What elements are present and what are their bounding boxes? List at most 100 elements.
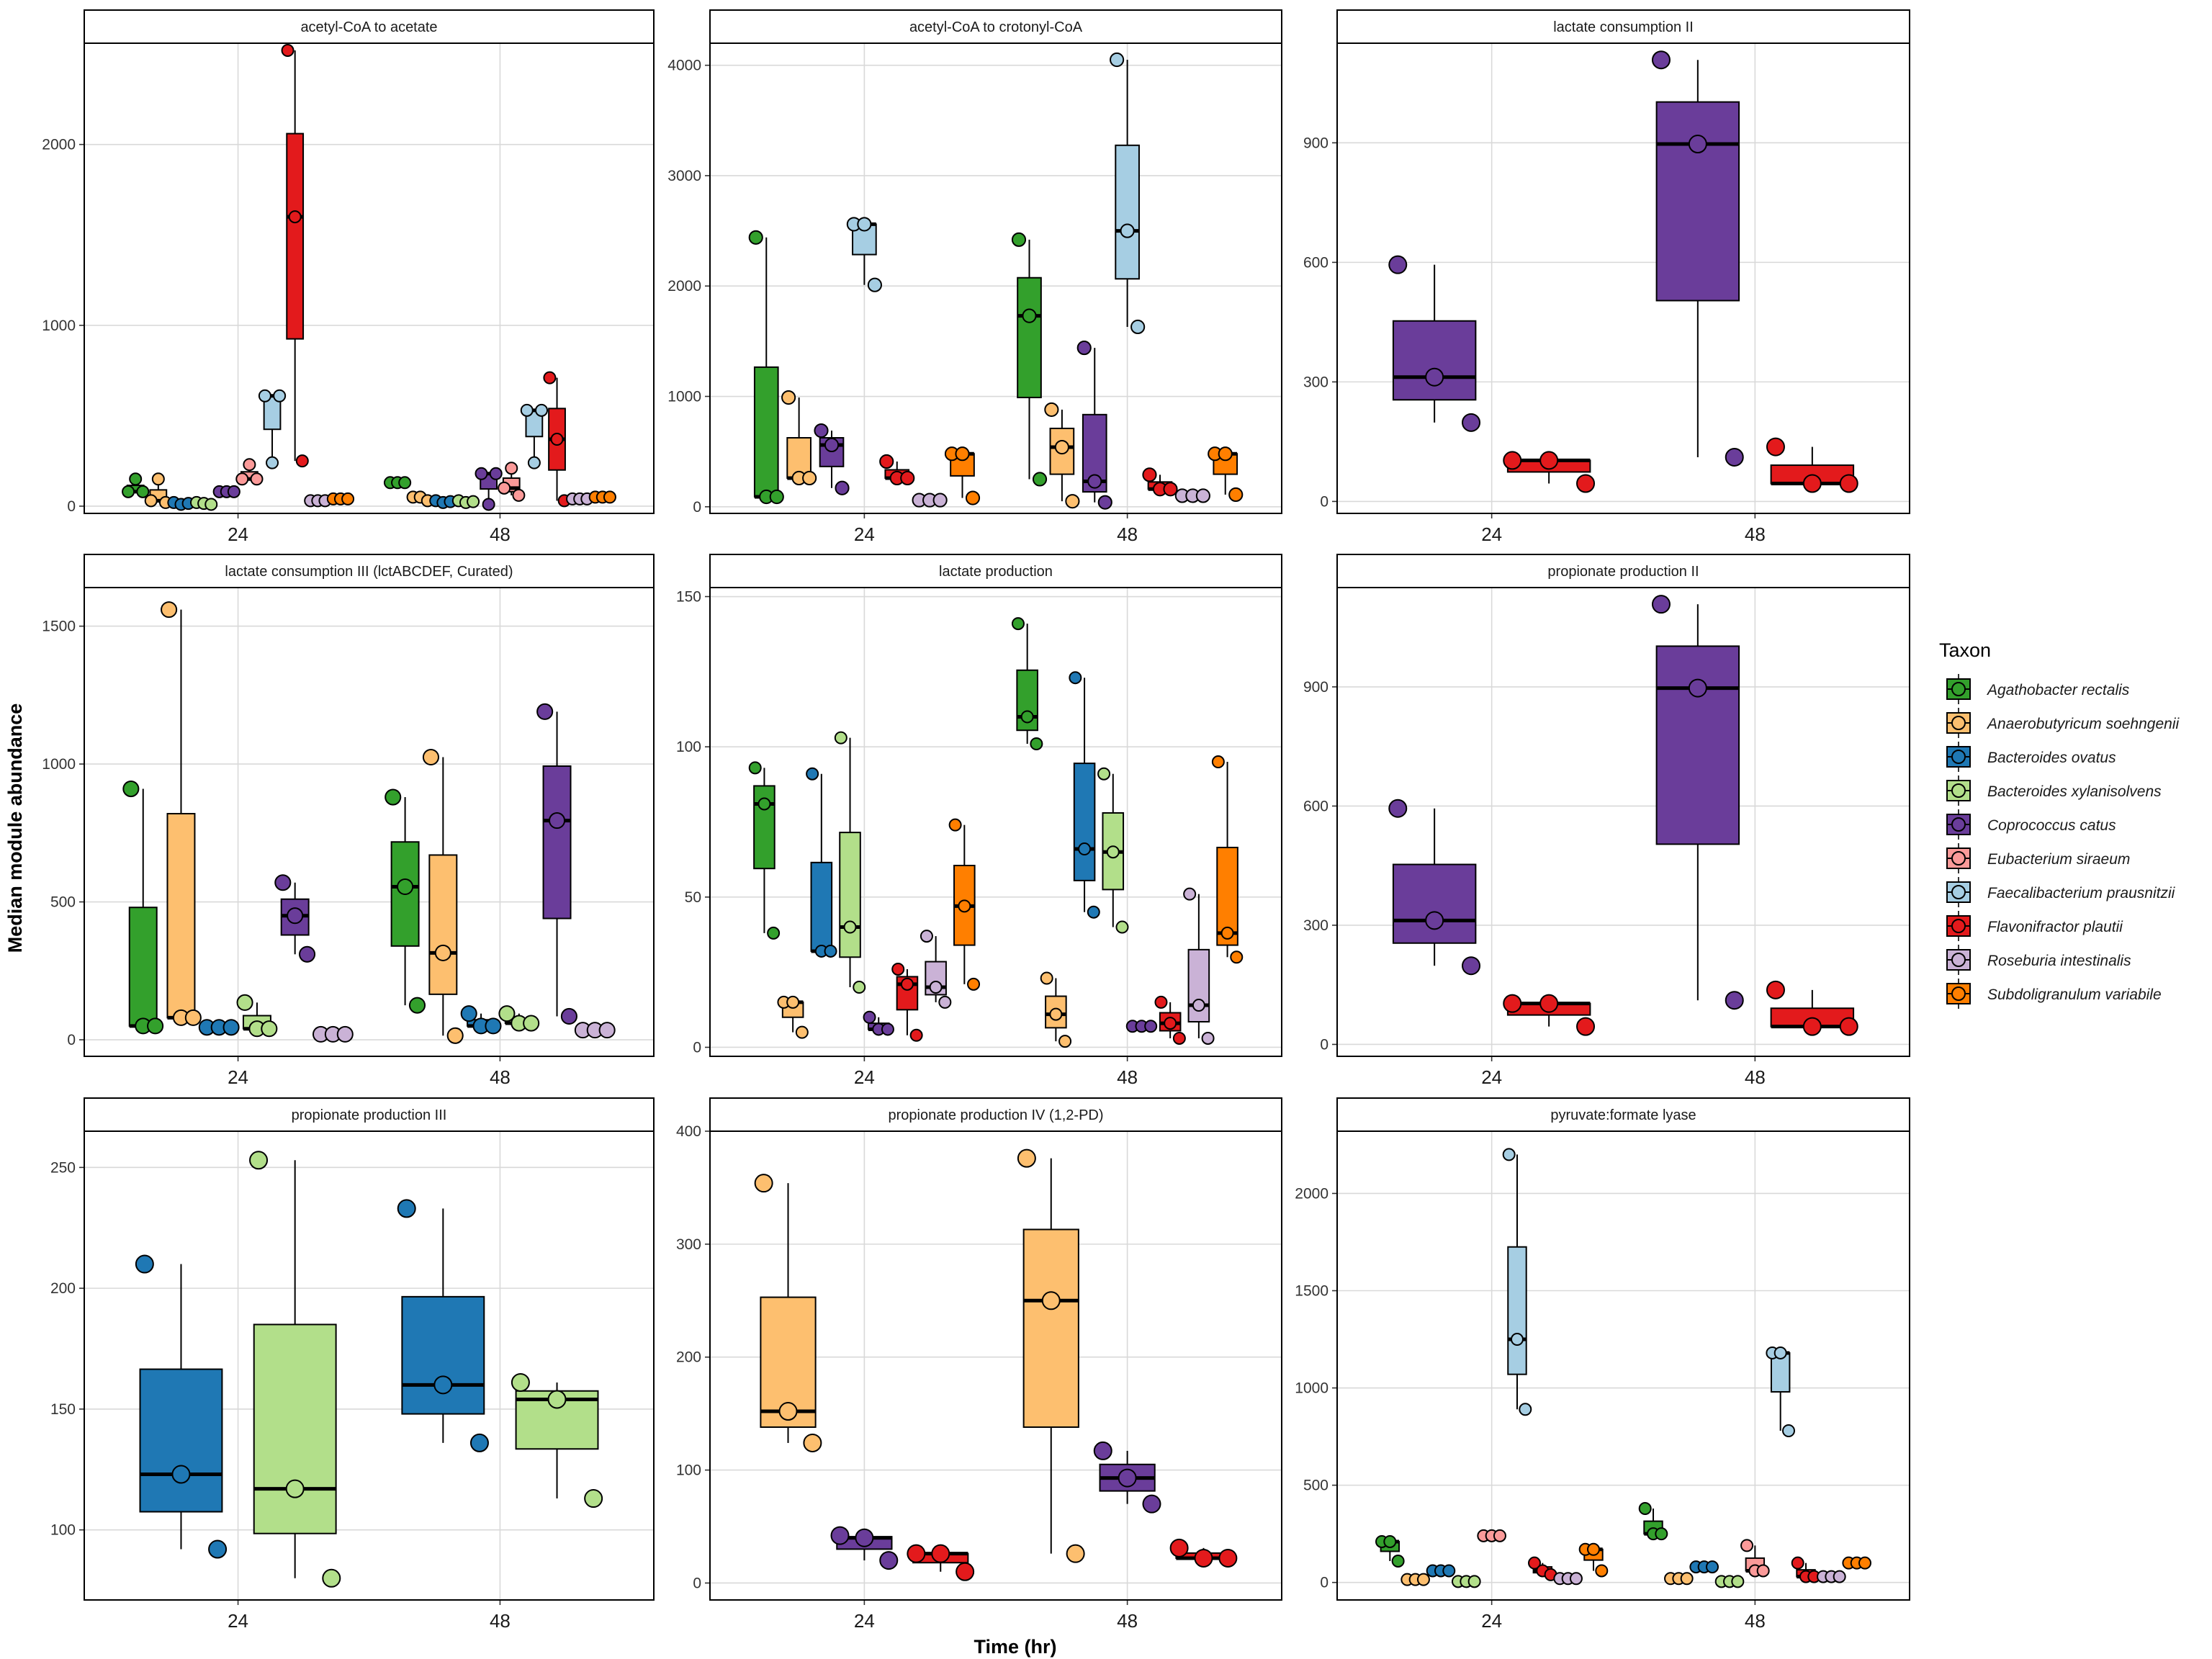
box-coprococcus-catus-24 — [274, 874, 316, 963]
legend-label: Flavonifractor plautii — [1987, 919, 2123, 935]
data-point — [281, 44, 295, 58]
box-faecalibacterium-prausnitzii-48 — [1110, 52, 1146, 335]
data-point — [274, 874, 292, 891]
x-tick-label: 24 — [854, 523, 875, 545]
data-point — [1106, 845, 1120, 859]
legend-item-roseburia-intestinalis: Roseburia intestinalis — [1946, 945, 2131, 975]
box-body — [428, 854, 458, 995]
legend-label: Eubacterium siraeum — [1987, 851, 2130, 868]
box-body — [1392, 320, 1477, 401]
x-tick-label: 24 — [854, 1066, 875, 1088]
box-agathobacter-rectalis-48 — [385, 788, 426, 1014]
data-point — [273, 389, 287, 403]
box-body — [253, 1323, 337, 1534]
data-point — [932, 493, 948, 508]
box-coprococcus-catus-48 — [536, 703, 577, 1025]
box-subdoligranulum-variabile-48 — [1842, 1556, 1871, 1570]
x-axis-title: Time (hr) — [974, 1636, 1056, 1658]
data-point — [1044, 402, 1059, 417]
data-point — [288, 210, 302, 224]
data-point — [1425, 367, 1444, 387]
box-subdoligranulum-variabile-48 — [1208, 446, 1244, 503]
box-bacteroides-xylanisolvens-48 — [451, 494, 480, 509]
y-tick-label: 1000 — [42, 756, 76, 773]
box-faecalibacterium-prausnitzii-24 — [846, 217, 882, 292]
box-body — [1392, 863, 1477, 944]
data-point — [550, 433, 564, 446]
data-point — [1705, 1560, 1719, 1574]
data-point — [560, 1007, 577, 1025]
box-flavonifractor-plautii-48 — [1154, 995, 1186, 1045]
box-agathobacter-rectalis-48 — [1011, 617, 1043, 750]
data-point — [243, 458, 256, 472]
legend-label: Faecalibacterium prausnitzii — [1987, 885, 2176, 902]
x-tick-label: 48 — [1745, 1610, 1766, 1632]
legend-label: Agathobacter rectalis — [1986, 682, 2130, 698]
panel-border — [84, 42, 655, 514]
box-agathobacter-rectalis-48 — [1011, 232, 1048, 487]
data-point — [1528, 1556, 1542, 1570]
box-anaerobutyricum-soehngenii-48 — [1040, 971, 1072, 1048]
box-body — [166, 813, 196, 1019]
box-coprococcus-catus-48 — [1125, 1020, 1158, 1033]
box-flavonifractor-plautii-24 — [281, 44, 309, 468]
box-body — [128, 907, 158, 1027]
data-point — [1011, 617, 1025, 631]
data-point — [1069, 671, 1082, 685]
data-point — [385, 788, 402, 806]
y-tick-label: 0 — [67, 1032, 76, 1048]
data-point — [122, 485, 135, 498]
data-point — [803, 1433, 822, 1452]
panel-background — [1337, 1131, 1910, 1600]
data-point — [1839, 1017, 1858, 1036]
data-point — [1115, 920, 1129, 934]
data-point — [1040, 971, 1053, 985]
box-body — [401, 1295, 485, 1415]
y-tick-label: 0 — [693, 499, 701, 516]
facet-panel-acetyl-coa-to-acetate: acetyl-CoA to acetate 0 1000 2000 24 48 — [42, 9, 655, 545]
y-tick-label: 300 — [1303, 374, 1328, 390]
data-point — [584, 1489, 603, 1509]
data-point — [498, 1005, 516, 1022]
box-eubacterium-siraeum-24 — [235, 458, 264, 486]
data-point — [1655, 1527, 1668, 1541]
x-tick-label: 48 — [1117, 523, 1138, 545]
data-point — [1230, 950, 1244, 964]
box-anaerobutyricum-soehngenii-24 — [1401, 1573, 1430, 1586]
y-tick-label: 300 — [1303, 917, 1328, 934]
data-point — [505, 462, 518, 475]
y-tick-label: 150 — [676, 589, 701, 606]
data-point — [920, 930, 933, 943]
data-point — [498, 481, 511, 495]
box-bacteroides-xylanisolvens-48 — [511, 1372, 603, 1509]
facet-panel-acetyl-coa-to-crotonyl-coa: acetyl-CoA to crotonyl-CoA 0 1000 2000 3000 4… — [667, 9, 1282, 545]
data-point — [1120, 223, 1135, 238]
data-point — [1858, 1556, 1871, 1570]
box-bacteroides-ovatus-24 — [167, 495, 195, 511]
panel-background — [710, 43, 1282, 513]
box-bacteroides-ovatus-48 — [1689, 1560, 1719, 1574]
facet-panel-lactate-consumption-iii-lctabcdef-curated: lactate consumption III (lctABCDEF, Cura… — [42, 554, 655, 1088]
box-coprococcus-catus-48 — [475, 467, 503, 511]
y-tick-label: 150 — [50, 1401, 76, 1418]
box-anaerobutyricum-soehngenii-24 — [161, 601, 202, 1026]
data-point — [1118, 1468, 1137, 1488]
y-tick-label: 100 — [676, 1462, 701, 1479]
data-point — [881, 1022, 894, 1036]
panel-background — [1337, 43, 1910, 513]
data-point — [548, 812, 566, 830]
data-point — [1020, 710, 1034, 724]
facet-strip — [1336, 9, 1910, 44]
data-point — [266, 456, 279, 469]
data-point — [857, 217, 872, 232]
legend-title: Taxon — [1939, 639, 1991, 661]
data-point — [891, 962, 905, 976]
data-point — [1076, 340, 1092, 356]
facet-title: lactate consumption III (lctABCDEF, Cura… — [225, 564, 513, 580]
data-point — [236, 994, 253, 1011]
panel-border — [709, 1130, 1282, 1601]
box-bacteroides-xylanisolvens-24 — [834, 731, 866, 994]
data-point — [835, 480, 850, 495]
data-point — [1638, 1502, 1652, 1516]
